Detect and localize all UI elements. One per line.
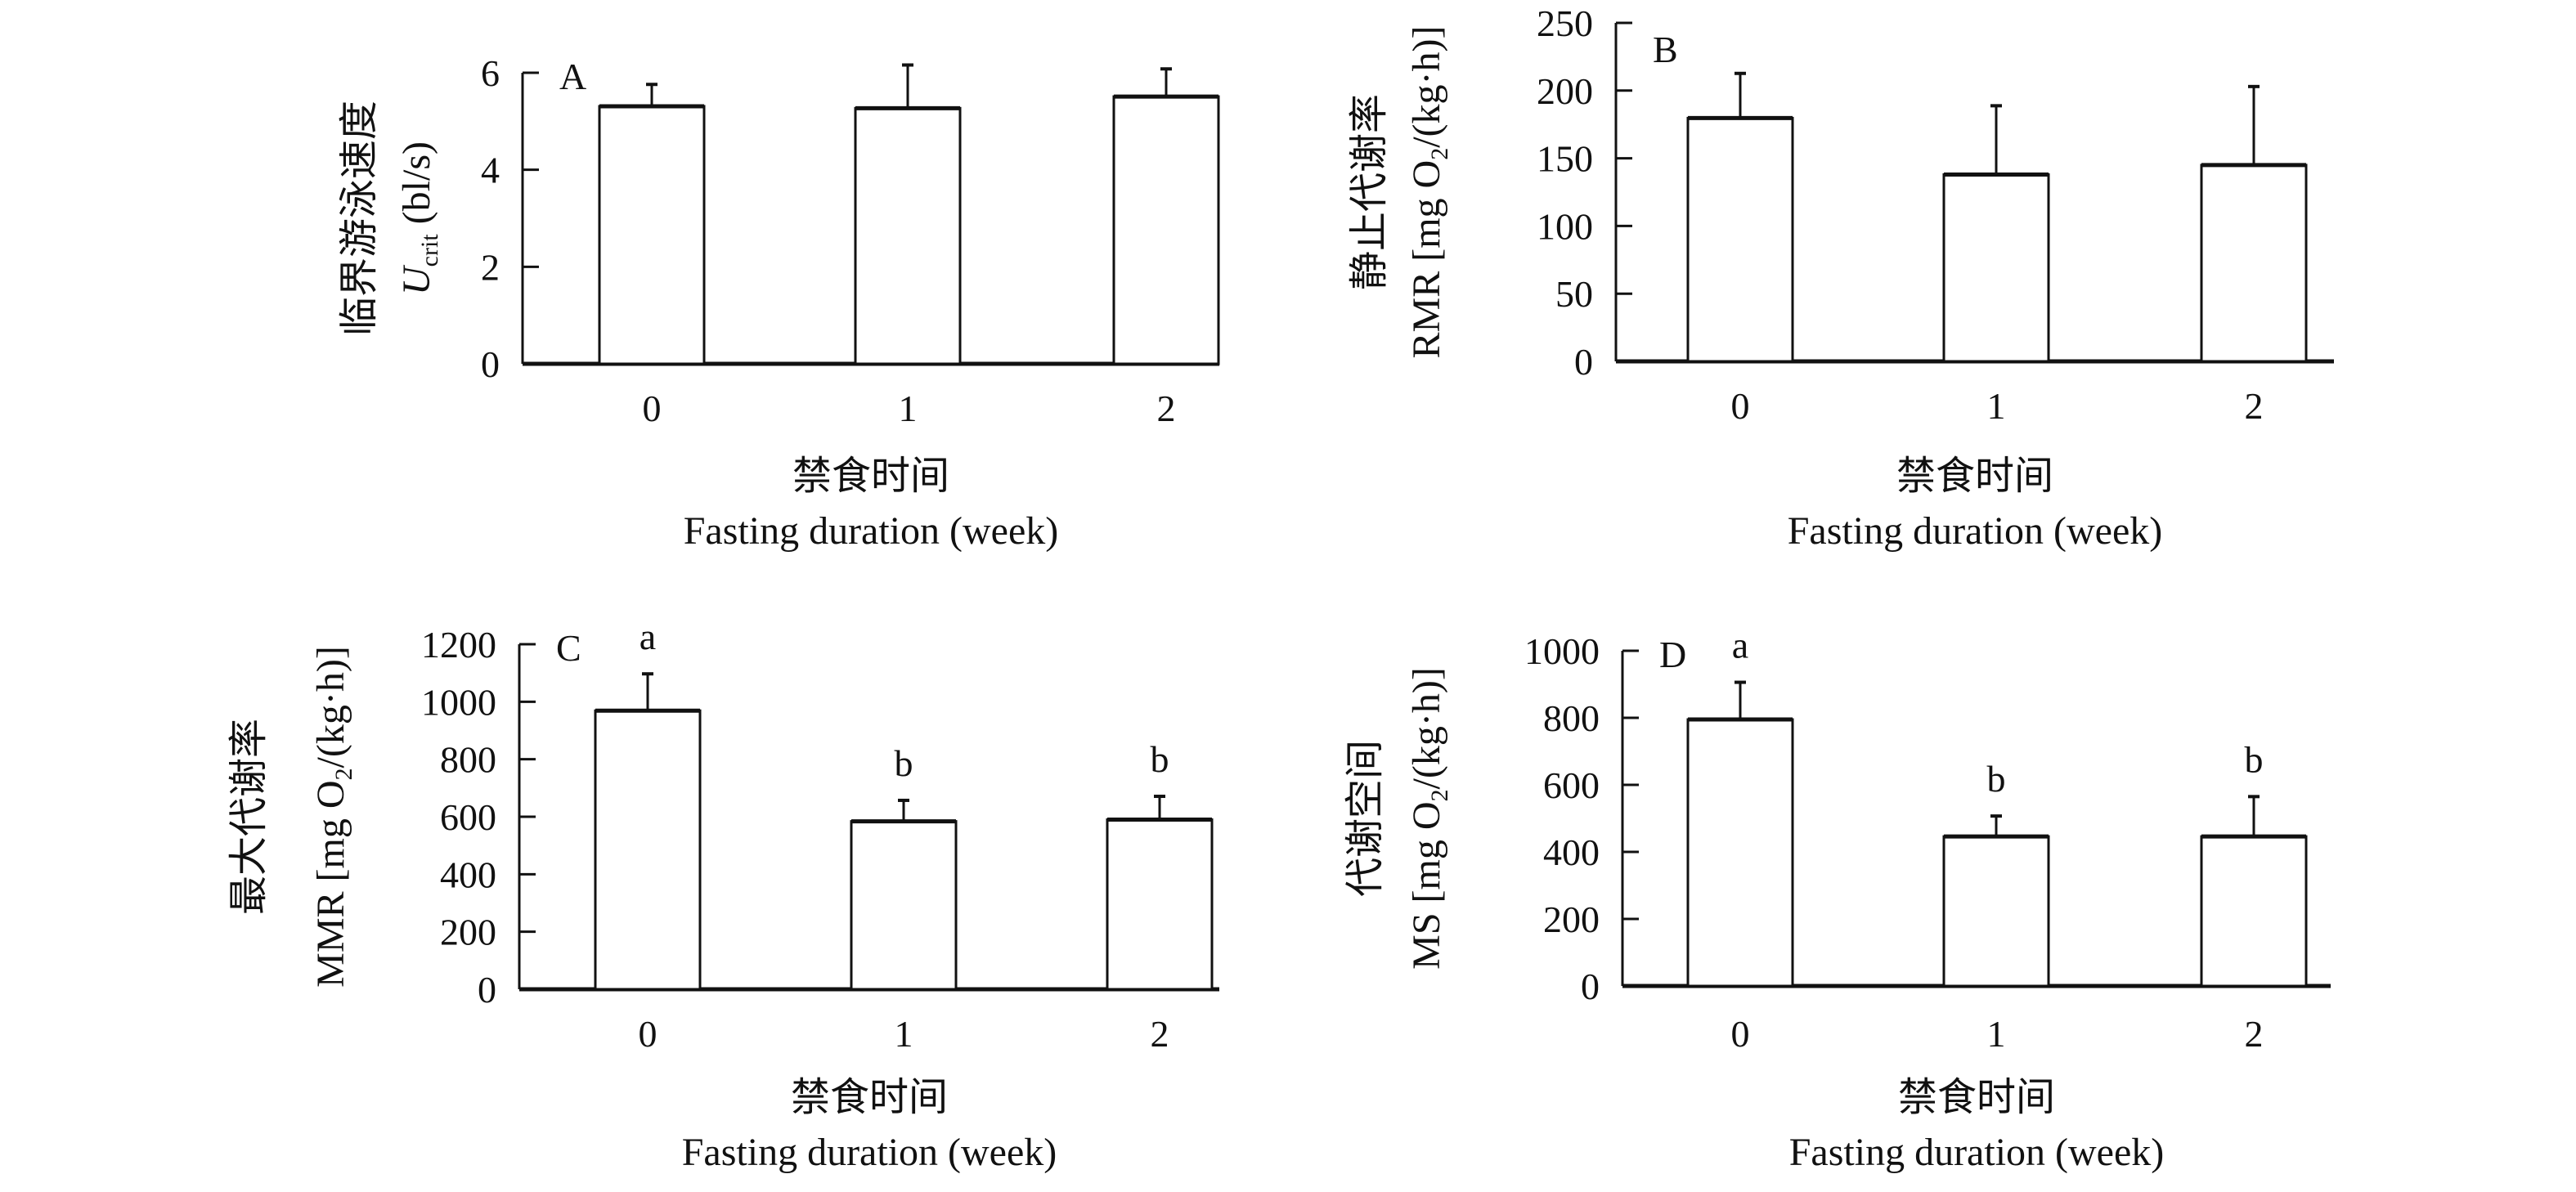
bar bbox=[2200, 164, 2308, 363]
significance-letter: b bbox=[895, 742, 913, 784]
y-label-subscript: 2 bbox=[1426, 789, 1453, 801]
x-tick-label: 1 bbox=[899, 388, 918, 429]
y-tick-label: 1200 bbox=[421, 624, 496, 665]
y-label-rest: /(kg·h)] bbox=[1405, 667, 1448, 789]
y-tick-label: 6 bbox=[481, 52, 500, 94]
y-label-rest: (bl/s) bbox=[395, 141, 438, 234]
significance-letter: a bbox=[640, 616, 656, 657]
y-axis-label-cn: 代谢空间 bbox=[1344, 740, 1387, 897]
x-tick-label: 2 bbox=[2245, 385, 2264, 427]
x-tick-label: 1 bbox=[895, 1013, 913, 1055]
significance-letter: b bbox=[1987, 758, 2006, 800]
y-tick-label: 2 bbox=[481, 246, 500, 288]
y-tick-label: 200 bbox=[1537, 70, 1593, 112]
y-tick-label: 1000 bbox=[421, 681, 496, 723]
x-tick-label: 0 bbox=[643, 388, 662, 429]
y-tick-label: 600 bbox=[1543, 764, 1600, 806]
significance-letter: b bbox=[1151, 738, 1169, 780]
panel-a: 0 2 4 6 A 0 1 2 禁食时间 Fasting duration (week) 临界游泳速… bbox=[338, 52, 1220, 553]
bar bbox=[598, 105, 706, 365]
bar bbox=[1942, 173, 2050, 363]
x-axis-label-en: Fasting duration (week) bbox=[684, 509, 1059, 553]
y-tick-label: 800 bbox=[440, 739, 496, 781]
y-tick-label: 400 bbox=[1543, 831, 1600, 873]
y-axis-label-cn: 最大代谢率 bbox=[227, 719, 271, 915]
y-tick-label: 4 bbox=[481, 150, 500, 191]
y-axis-label-en: MS [mg O2/(kg·h)] bbox=[1405, 667, 1453, 970]
bar bbox=[1106, 818, 1214, 991]
y-label-main: U bbox=[395, 264, 438, 295]
bar bbox=[1686, 116, 1794, 363]
bar bbox=[854, 106, 962, 365]
y-tick-label: 400 bbox=[440, 854, 496, 895]
y-label-subscript: 2 bbox=[330, 768, 357, 780]
bar bbox=[850, 820, 958, 991]
y-tick-label: 100 bbox=[1537, 205, 1593, 247]
y-label-main: MMR [mg O bbox=[309, 780, 352, 987]
panel-label: C bbox=[556, 627, 581, 669]
x-axis-label-en: Fasting duration (week) bbox=[682, 1131, 1057, 1174]
x-tick-label: 2 bbox=[1157, 388, 1176, 429]
x-axis-label-cn: 禁食时间 bbox=[792, 455, 949, 498]
y-label-rest: /(kg·h)] bbox=[1405, 26, 1448, 148]
y-tick-label: 200 bbox=[440, 912, 496, 953]
x-tick-label: 1 bbox=[1987, 385, 2006, 427]
x-tick-label: 0 bbox=[639, 1013, 657, 1055]
y-tick-label: 0 bbox=[478, 969, 496, 1011]
y-tick-label: 0 bbox=[1581, 966, 1600, 1007]
bar bbox=[1686, 718, 1794, 988]
x-axis-label-en: Fasting duration (week) bbox=[1789, 1131, 2165, 1174]
x-axis-label-en: Fasting duration (week) bbox=[1788, 509, 2163, 553]
y-label-main: RMR [mg O bbox=[1405, 160, 1448, 359]
bar bbox=[2200, 835, 2308, 988]
y-axis-label-cn: 临界游泳速度 bbox=[338, 101, 381, 336]
y-tick-label: 50 bbox=[1555, 273, 1593, 315]
y-label-rest: /(kg·h)] bbox=[309, 646, 352, 768]
y-axis-label-en: RMR [mg O2/(kg·h)] bbox=[1405, 26, 1453, 359]
significance-letter: a bbox=[1732, 625, 1748, 666]
significance-letter: b bbox=[2245, 738, 2264, 780]
y-axis-label-en: Ucrit (bl/s) bbox=[395, 141, 443, 295]
y-tick-label: 800 bbox=[1543, 697, 1600, 739]
panel-label: A bbox=[559, 56, 586, 97]
x-tick-label: 2 bbox=[1151, 1013, 1169, 1055]
x-axis-label-cn: 禁食时间 bbox=[1898, 1076, 2055, 1119]
y-tick-label: 600 bbox=[440, 796, 496, 838]
y-axis-label-en: MMR [mg O2/(kg·h)] bbox=[309, 646, 357, 988]
y-tick-label: 1000 bbox=[1524, 630, 1600, 672]
x-tick-label: 0 bbox=[1731, 385, 1750, 427]
y-label-main: MS [mg O bbox=[1405, 801, 1448, 969]
bar bbox=[1942, 835, 2050, 988]
panel-label: D bbox=[1659, 634, 1686, 675]
panel-label: B bbox=[1653, 29, 1678, 70]
x-axis-label-cn: 禁食时间 bbox=[1896, 455, 2053, 498]
y-tick-label: 0 bbox=[1574, 341, 1593, 383]
x-tick-label: 0 bbox=[1731, 1013, 1750, 1055]
y-axis-label-cn: 静止代谢率 bbox=[1348, 94, 1391, 290]
bar bbox=[594, 709, 702, 991]
y-label-subscript: 2 bbox=[1426, 148, 1453, 160]
y-tick-label: 250 bbox=[1537, 2, 1593, 44]
y-tick-label: 200 bbox=[1543, 898, 1600, 940]
bar bbox=[1112, 95, 1220, 365]
x-axis-label-cn: 禁食时间 bbox=[791, 1076, 948, 1119]
y-tick-label: 0 bbox=[481, 343, 500, 385]
y-label-subscript: crit bbox=[416, 234, 443, 267]
panel-b: 0 50 100 150 200 250 B 0 1 2 禁食时间 Fasting duration … bbox=[1348, 2, 2334, 553]
y-tick-label: 150 bbox=[1537, 138, 1593, 180]
x-tick-label: 1 bbox=[1987, 1013, 2006, 1055]
x-tick-label: 2 bbox=[2245, 1013, 2264, 1055]
